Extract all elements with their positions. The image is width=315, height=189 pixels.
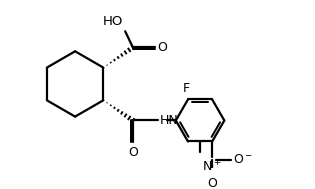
Text: O$^-$: O$^-$: [233, 153, 253, 166]
Text: N$^+$: N$^+$: [203, 160, 222, 175]
Text: O: O: [128, 146, 138, 159]
Text: HO: HO: [102, 15, 123, 28]
Text: O: O: [207, 177, 217, 189]
Text: O: O: [158, 41, 167, 54]
Text: F: F: [183, 82, 190, 95]
Text: HN: HN: [159, 114, 178, 127]
